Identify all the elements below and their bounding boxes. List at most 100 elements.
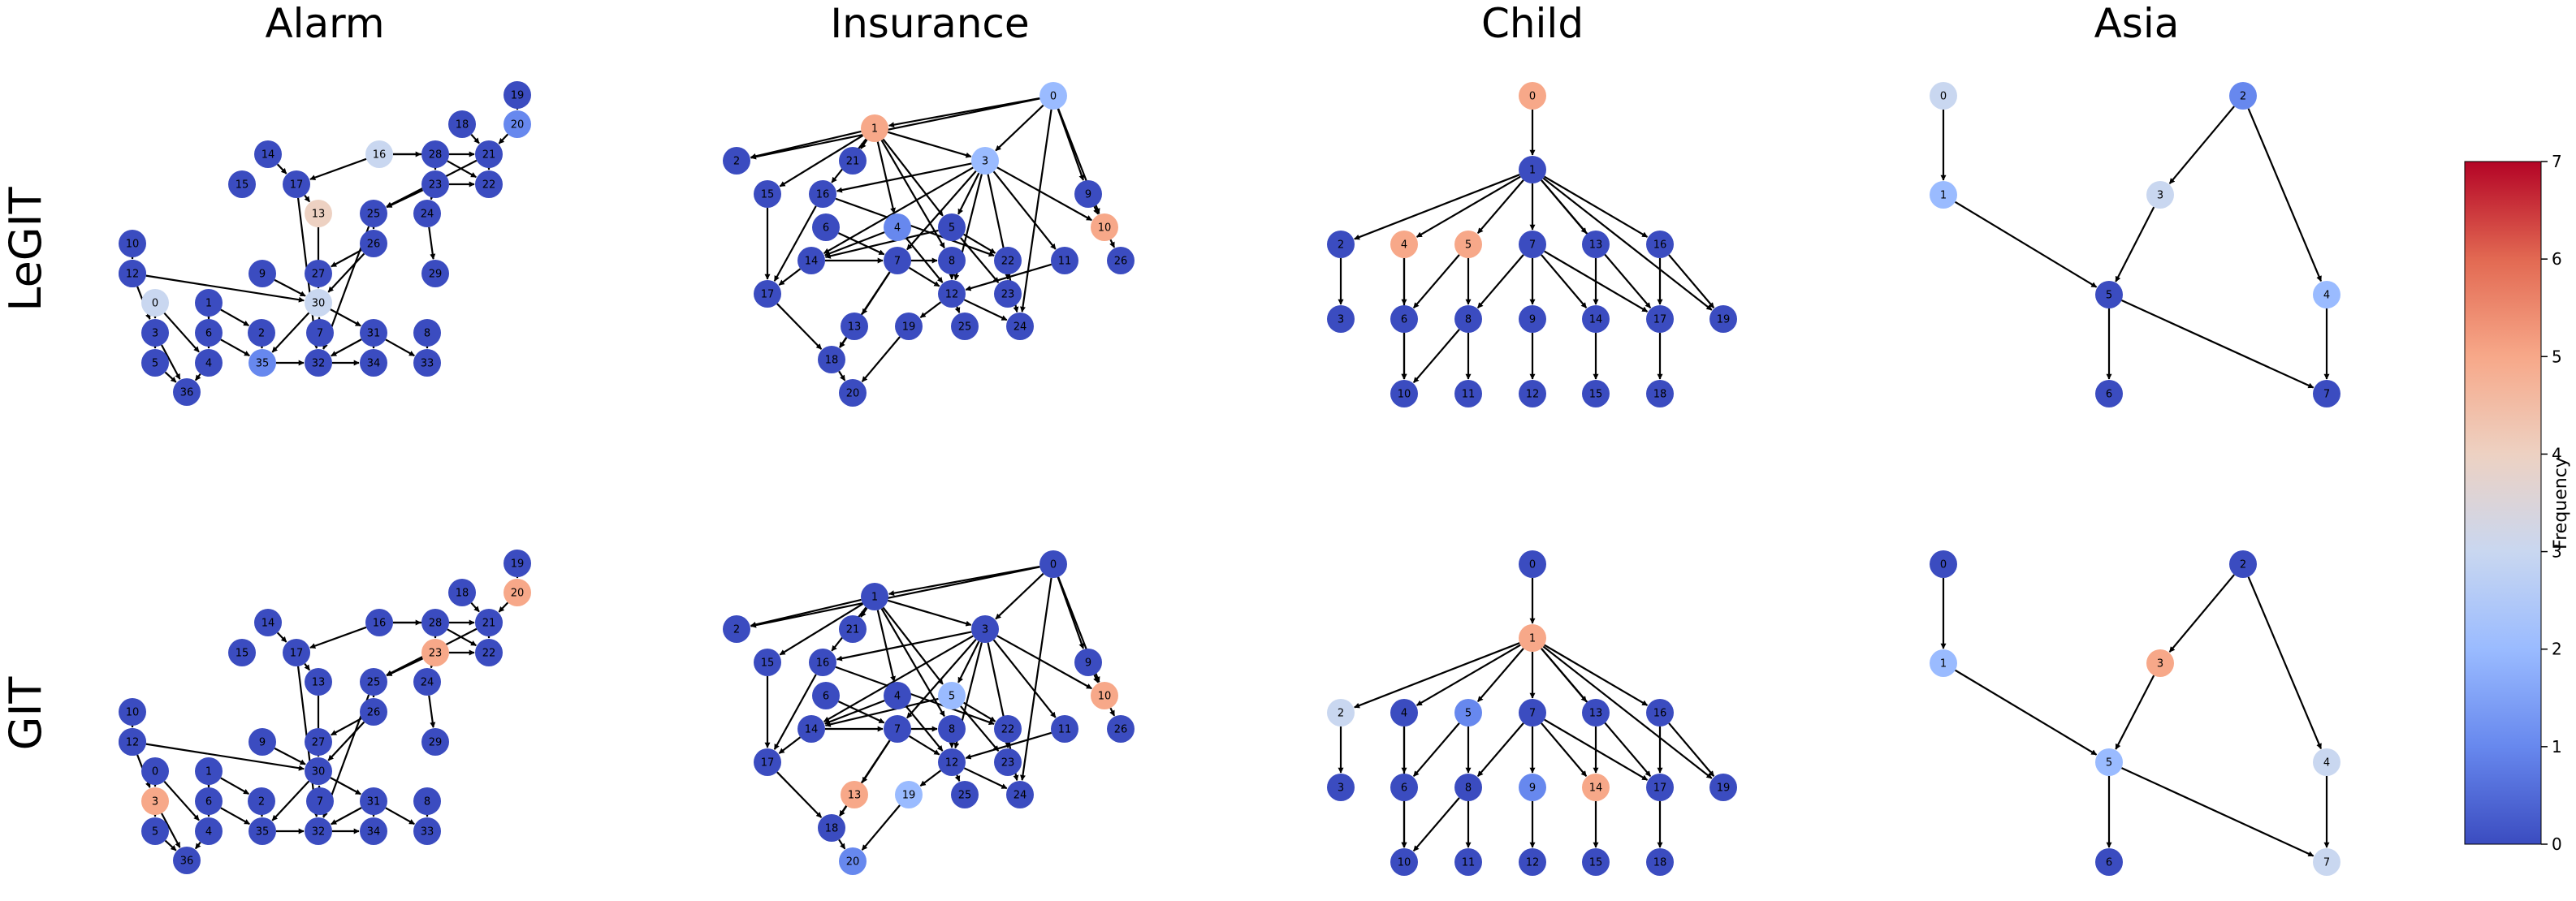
- alarm-legit-node-label-10: 10: [126, 239, 140, 251]
- asia-legit-node-label-3: 3: [2157, 190, 2163, 202]
- colorbar-tick-label-4: 4: [2552, 444, 2562, 463]
- insurance-legit-node-17: [754, 280, 781, 308]
- alarm-git-node-14: [254, 609, 282, 636]
- alarm-git-node-label-24: 24: [421, 677, 434, 689]
- insurance-legit-node-5: [938, 213, 966, 241]
- alarm-legit-node-4: [195, 349, 223, 377]
- alarm-legit-edge-9-30: [274, 278, 306, 297]
- insurance-legit-node-label-25: 25: [958, 321, 972, 334]
- alarm-legit-edge-28-22: [447, 160, 477, 179]
- insurance-git-node-1: [861, 583, 888, 610]
- alarm-legit-node-8: [413, 319, 441, 347]
- alarm-git-node-label-26: 26: [367, 707, 381, 719]
- insurance-legit-node-label-7: 7: [894, 256, 901, 268]
- alarm-git-node-label-17: 17: [290, 648, 304, 660]
- alarm-legit-node-34: [360, 349, 387, 377]
- insurance-git-edge-7-12: [908, 735, 940, 756]
- alarm-legit-node-label-18: 18: [456, 119, 469, 131]
- insurance-legit-node-20: [839, 379, 867, 407]
- insurance-legit-node-label-11: 11: [1058, 256, 1072, 268]
- asia-legit-node-1: [1930, 181, 1957, 209]
- alarm-git-node-20: [504, 579, 531, 606]
- insurance-legit-edge-0-24: [1020, 109, 1052, 313]
- alarm-legit-node-label-29: 29: [429, 269, 443, 281]
- child-legit-edge-16-19: [1668, 254, 1715, 308]
- alarm-git-node-label-27: 27: [312, 737, 326, 749]
- alarm-git-node-4: [195, 817, 223, 845]
- alarm-git-node-label-31: 31: [367, 796, 381, 808]
- insurance-legit-node-label-12: 12: [945, 289, 959, 301]
- insurance-legit-node-14: [797, 247, 825, 274]
- alarm-git-node-22: [475, 639, 503, 666]
- alarm-legit-node-2: [248, 319, 275, 347]
- asia-git-edge-3-5: [2115, 675, 2155, 750]
- alarm-legit-node-label-25: 25: [367, 209, 381, 221]
- insurance-legit-node-label-21: 21: [846, 156, 860, 168]
- alarm-git-node-label-12: 12: [126, 737, 140, 749]
- alarm-git-edge-17-13: [304, 662, 311, 671]
- alarm-git-node-label-1: 1: [205, 766, 212, 778]
- alarm-git-edge-23-25: [386, 657, 424, 677]
- child-git-node-label-2: 2: [1338, 708, 1344, 720]
- alarm-legit-node-label-8: 8: [424, 328, 430, 340]
- alarm-git-node-9: [249, 728, 276, 756]
- alarm-legit-edge-14-17: [276, 163, 287, 175]
- alarm-legit-node-28: [421, 140, 449, 168]
- insurance-git-node-22: [994, 715, 1022, 743]
- insurance-git-node-26: [1107, 715, 1135, 743]
- insurance-git-edge-14-17: [778, 736, 802, 754]
- child-git-node-17: [1646, 774, 1674, 801]
- child-git-node-label-3: 3: [1338, 782, 1344, 795]
- insurance-git-edge-3-5: [957, 640, 980, 683]
- asia-git-edge-2-4: [2247, 576, 2323, 750]
- child-legit-node-label-5: 5: [1465, 239, 1472, 252]
- child-legit-node-1: [1519, 156, 1546, 183]
- insurance-git-edge-3-11: [992, 639, 1057, 718]
- alarm-git-node-29: [421, 728, 449, 756]
- child-legit-node-label-18: 18: [1653, 389, 1667, 401]
- child-git-node-14: [1582, 774, 1610, 801]
- alarm-git-node-label-23: 23: [429, 648, 443, 660]
- insurance-git-node-19: [895, 781, 923, 808]
- alarm-legit-node-label-23: 23: [429, 179, 443, 192]
- insurance-git-node-5: [938, 682, 966, 709]
- alarm-git-node-17: [283, 639, 310, 666]
- alarm-git-edge-1-2: [220, 777, 249, 795]
- alarm-git-node-label-5: 5: [152, 826, 158, 838]
- insurance-legit-node-label-15: 15: [761, 189, 775, 201]
- child-legit-edge-1-5: [1476, 179, 1524, 235]
- child-legit-node-7: [1519, 231, 1546, 258]
- child-git-edge-1-19: [1542, 645, 1713, 779]
- alarm-git-node-35: [249, 817, 276, 845]
- insurance-legit-node-label-20: 20: [846, 388, 860, 400]
- child-legit-node-label-10: 10: [1398, 389, 1411, 401]
- insurance-legit-node-label-1: 1: [871, 123, 878, 136]
- insurance-git-node-label-14: 14: [805, 724, 819, 736]
- alarm-legit-edge-31-33: [385, 338, 415, 357]
- child-legit-node-label-14: 14: [1589, 314, 1603, 326]
- child-git-node-label-12: 12: [1526, 857, 1540, 869]
- insurance-legit-node-label-19: 19: [902, 321, 916, 334]
- insurance-git-edge-0-1: [888, 565, 1040, 597]
- alarm-legit-edge-0-4: [163, 312, 200, 353]
- child-git-node-label-13: 13: [1589, 708, 1603, 720]
- insurance-git-edge-1-5: [882, 606, 944, 685]
- insurance-git-node-label-17: 17: [761, 757, 775, 770]
- asia-git-node-label-0: 0: [1940, 559, 1947, 571]
- alarm-legit-node-19: [504, 81, 531, 109]
- alarm-git-node-label-7: 7: [317, 796, 323, 808]
- row-label-git: GIT: [0, 676, 51, 751]
- alarm-legit-node-17: [283, 170, 310, 198]
- asia-legit-node-label-7: 7: [2323, 389, 2330, 401]
- child-git-node-7: [1519, 699, 1546, 726]
- alarm-git-edge-16-17: [309, 626, 367, 649]
- alarm-legit-edge-6-35: [220, 338, 250, 357]
- child-legit-node-label-0: 0: [1529, 91, 1536, 103]
- alarm-git-edge-3-36: [161, 813, 181, 848]
- asia-legit-node-5: [2095, 281, 2123, 308]
- alarm-git-node-label-30: 30: [312, 766, 326, 778]
- child-legit-node-16: [1646, 231, 1674, 258]
- alarm-git-node-label-33: 33: [421, 826, 434, 838]
- insurance-legit-node-label-14: 14: [805, 256, 819, 268]
- insurance-git-edge-13-18: [839, 805, 848, 817]
